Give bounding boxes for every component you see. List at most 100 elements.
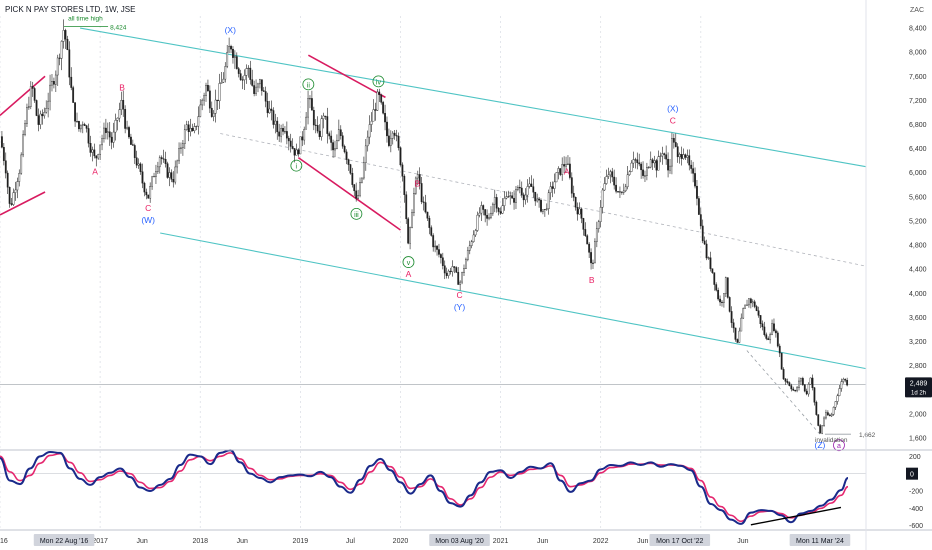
candle-body [178,148,180,162]
candle-body [351,173,354,185]
candle-body [270,108,273,111]
candle-body [678,153,681,158]
candle-body [630,162,633,172]
candle-body [844,378,847,381]
candle-body [540,199,542,212]
candle-body [232,48,234,58]
candle-body [738,330,741,343]
wave-label: (Z) [815,440,826,450]
candle-body [520,187,523,196]
candle-body [744,304,746,309]
candle-body [409,227,411,244]
wave-label: C [670,116,676,126]
candle-body [339,129,342,136]
candle-body [491,203,494,214]
candle-body [237,68,240,74]
candle-body [553,181,556,189]
candle-body [303,128,306,141]
candle-body [528,183,531,187]
candle-body [424,202,427,213]
ath-label: all time high [68,16,103,23]
candle-body [108,131,111,138]
candle-body [362,162,365,179]
price-tick-label: 7,200 [909,98,927,105]
invalidation-value-label: 1,662 [859,432,876,439]
candle-body [559,168,562,175]
candle-body [728,297,731,312]
candle-body [336,140,338,149]
candle-body [328,133,331,137]
candle-body [54,74,57,85]
candle-body [135,157,138,166]
candle-body [180,147,182,149]
candle-body [85,125,88,129]
candle-body [711,268,714,273]
candle-body [620,191,623,193]
candle-body [60,41,63,59]
candle-body [272,110,275,125]
candle-body [807,384,810,395]
candle-body [130,136,132,145]
candle-body [697,198,700,215]
candle-body [151,176,153,187]
date-highlight-label: Mon 17 Oct '22 [656,538,703,545]
candle-body [101,138,103,146]
candle-body [182,143,184,149]
candle-body [680,153,683,159]
candle-body [484,209,487,216]
candle-body [719,298,721,303]
candle-body [195,125,198,127]
candle-body [56,57,59,76]
candle-body [796,387,798,392]
candle-body [699,214,702,227]
wave-label: A [92,167,98,177]
candle-body [191,128,194,132]
candle-body [91,149,94,153]
candle-body [31,86,34,89]
price-tick-label: 4,400 [909,267,927,274]
candle-body [482,205,485,210]
candle-body [312,110,315,126]
candle-body [334,148,336,151]
candle-body [282,128,284,132]
price-tick-label: 3,200 [909,339,927,346]
channel-lower-line [160,232,867,370]
candle-body [597,221,600,229]
candle-body [642,169,644,176]
candle-body [16,181,19,191]
candle-body [765,334,768,339]
candle-body [287,137,290,142]
candle-body [414,177,417,194]
candle-body [649,159,652,168]
candle-body [526,186,529,196]
candle-body [257,83,259,88]
wave-label-circle [302,78,315,91]
candle-body [709,257,712,269]
candle-body [694,173,696,187]
candle-body [359,182,361,196]
candle-body [836,395,839,402]
candle-body [133,145,136,158]
candle-body [755,306,758,311]
candle-body [64,30,67,40]
candle-body [39,113,42,125]
candle-body [605,176,608,184]
candle-body [153,176,155,178]
signal-line [0,452,849,523]
candle-body [751,301,754,304]
candle-body [438,249,440,255]
price-tick-label: 8,400 [909,26,927,33]
candle-body [330,135,333,143]
candle-body [29,86,32,107]
candle-body [470,241,473,246]
candle-body [337,129,340,141]
candle-body [162,158,165,160]
price-tick-label: 1,600 [909,435,927,442]
candle-body [798,380,800,388]
candle-body [403,176,406,195]
candle-body [813,387,816,403]
candle-body [366,136,369,147]
candle-body [235,56,238,69]
candle-body [78,121,80,130]
price-tick-label: 8,000 [909,50,927,57]
